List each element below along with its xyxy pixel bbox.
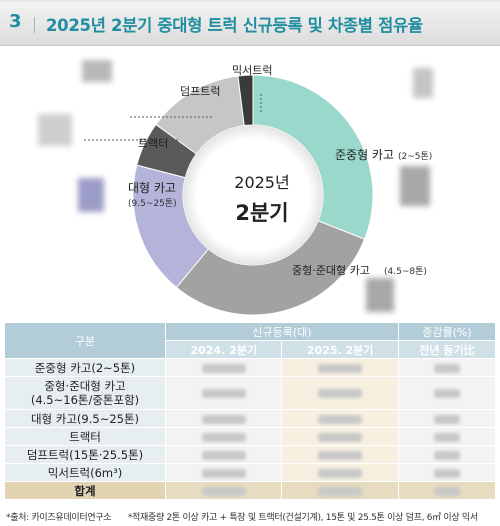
blurred-value xyxy=(201,363,246,373)
label-large-cargo: 대형 카고 xyxy=(128,181,176,195)
blurred-value xyxy=(201,414,246,424)
blurred-callout-mixer xyxy=(413,68,433,98)
title-divider xyxy=(34,17,35,33)
criteria-note: *적재중량 2톤 이상 카고 + 특장 및 트랙터(건설기계), 15톤 및 2… xyxy=(127,513,478,523)
label-large-cargo-range: (9.5~25톤) xyxy=(128,198,177,209)
donut-slices xyxy=(132,74,374,316)
row-label-line1: 중형·준대형 카고 xyxy=(44,379,126,393)
blurred-value xyxy=(201,389,246,398)
donut-hole xyxy=(183,125,323,265)
header-category: 구분 xyxy=(4,322,166,359)
header-yoy: 전년 동기比 xyxy=(397,340,497,359)
label-dump: 덤프트럭 xyxy=(180,85,220,98)
blurred-value xyxy=(318,414,363,424)
blurred-value xyxy=(318,486,363,496)
row-label: 준중형 카고(2~5톤) xyxy=(4,358,166,377)
header-change-rate: 증감률(%) xyxy=(397,322,497,341)
section-number: 3 xyxy=(9,11,22,32)
row-label: 트랙터 xyxy=(4,427,166,446)
center-period-label: 2분기 xyxy=(235,201,288,225)
blurred-value xyxy=(201,450,246,460)
header-2025: 2025. 2분기 xyxy=(281,340,399,359)
table-row: 준중형 카고(2~5톤) xyxy=(4,358,497,377)
blurred-callout-light xyxy=(400,166,430,206)
row-label: 대형 카고(9.5~25톤) xyxy=(4,409,166,428)
header-new-registrations: 신규등록(대) xyxy=(165,322,399,341)
page-title: 2025년 2분기 중대형 트럭 신규등록 및 차종별 점유율 xyxy=(46,16,423,35)
blurred-value xyxy=(433,414,460,424)
label-medium-cargo-range: (4.5~8톤) xyxy=(384,266,427,277)
blurred-value xyxy=(318,432,363,442)
total-label: 합계 xyxy=(4,481,166,500)
blurred-callout-medium xyxy=(366,278,394,312)
table-row: 덤프트럭(15톤·25.5톤) xyxy=(4,445,497,464)
footer-notes: *출처: 카이즈유데이터연구소 *적재중량 2톤 이상 카고 + 특장 및 트랙… xyxy=(6,510,492,523)
blurred-callout-tractor xyxy=(38,114,72,146)
label-mixer: 믹서트럭 xyxy=(232,64,272,77)
row-label: 믹서트럭(6m³) xyxy=(4,463,166,482)
blurred-value xyxy=(433,389,460,398)
label-light-cargo: 준중형 카고 xyxy=(335,148,394,162)
row-label: 중형·준대형 카고 (4.5~16톤/중톤포함) xyxy=(4,376,166,410)
blurred-value xyxy=(318,389,363,398)
row-label-line2: (4.5~16톤/중톤포함) xyxy=(30,393,140,407)
blurred-value xyxy=(433,486,460,496)
blurred-value xyxy=(201,486,246,496)
table-row: 대형 카고(9.5~25톤) xyxy=(4,409,497,428)
source-note: *출처: 카이즈유데이터연구소 xyxy=(6,513,112,523)
blurred-value xyxy=(201,432,246,442)
row-label: 덤프트럭(15톤·25.5톤) xyxy=(4,445,166,464)
blurred-value xyxy=(201,468,246,478)
blurred-value xyxy=(433,450,460,460)
blurred-value xyxy=(433,432,460,442)
registration-table: 구분 신규등록(대) 증감률(%) 2024. 2분기 2025. 2분기 전년… xyxy=(4,322,497,500)
donut-chart: 2025년 2분기 믹서트럭 덤프트럭 트랙터 대형 카고 (9.5~25톤) … xyxy=(38,60,433,316)
table-row: 중형·준대형 카고 (4.5~16톤/중톤포함) xyxy=(4,376,497,410)
label-light-cargo-range: (2~5톤) xyxy=(398,151,432,162)
blurred-value xyxy=(433,363,460,373)
blurred-value xyxy=(318,468,363,478)
title-bar: 3 2025년 2분기 중대형 트럭 신규등록 및 차종별 점유율 xyxy=(0,0,500,46)
table-row: 믹서트럭(6m³) xyxy=(4,463,497,482)
header-2024: 2024. 2분기 xyxy=(164,340,283,359)
blurred-callout-large xyxy=(78,178,104,212)
center-year-label: 2025년 xyxy=(234,173,289,192)
table-total-row: 합계 xyxy=(4,481,497,500)
label-medium-cargo: 중형·준대형 카고 xyxy=(292,264,370,277)
blurred-value xyxy=(318,450,363,460)
table-row: 트랙터 xyxy=(4,427,497,446)
label-tractor: 트랙터 xyxy=(138,137,168,150)
blurred-value xyxy=(318,363,363,373)
blurred-callout-dump xyxy=(82,60,112,82)
blurred-value xyxy=(433,468,460,478)
